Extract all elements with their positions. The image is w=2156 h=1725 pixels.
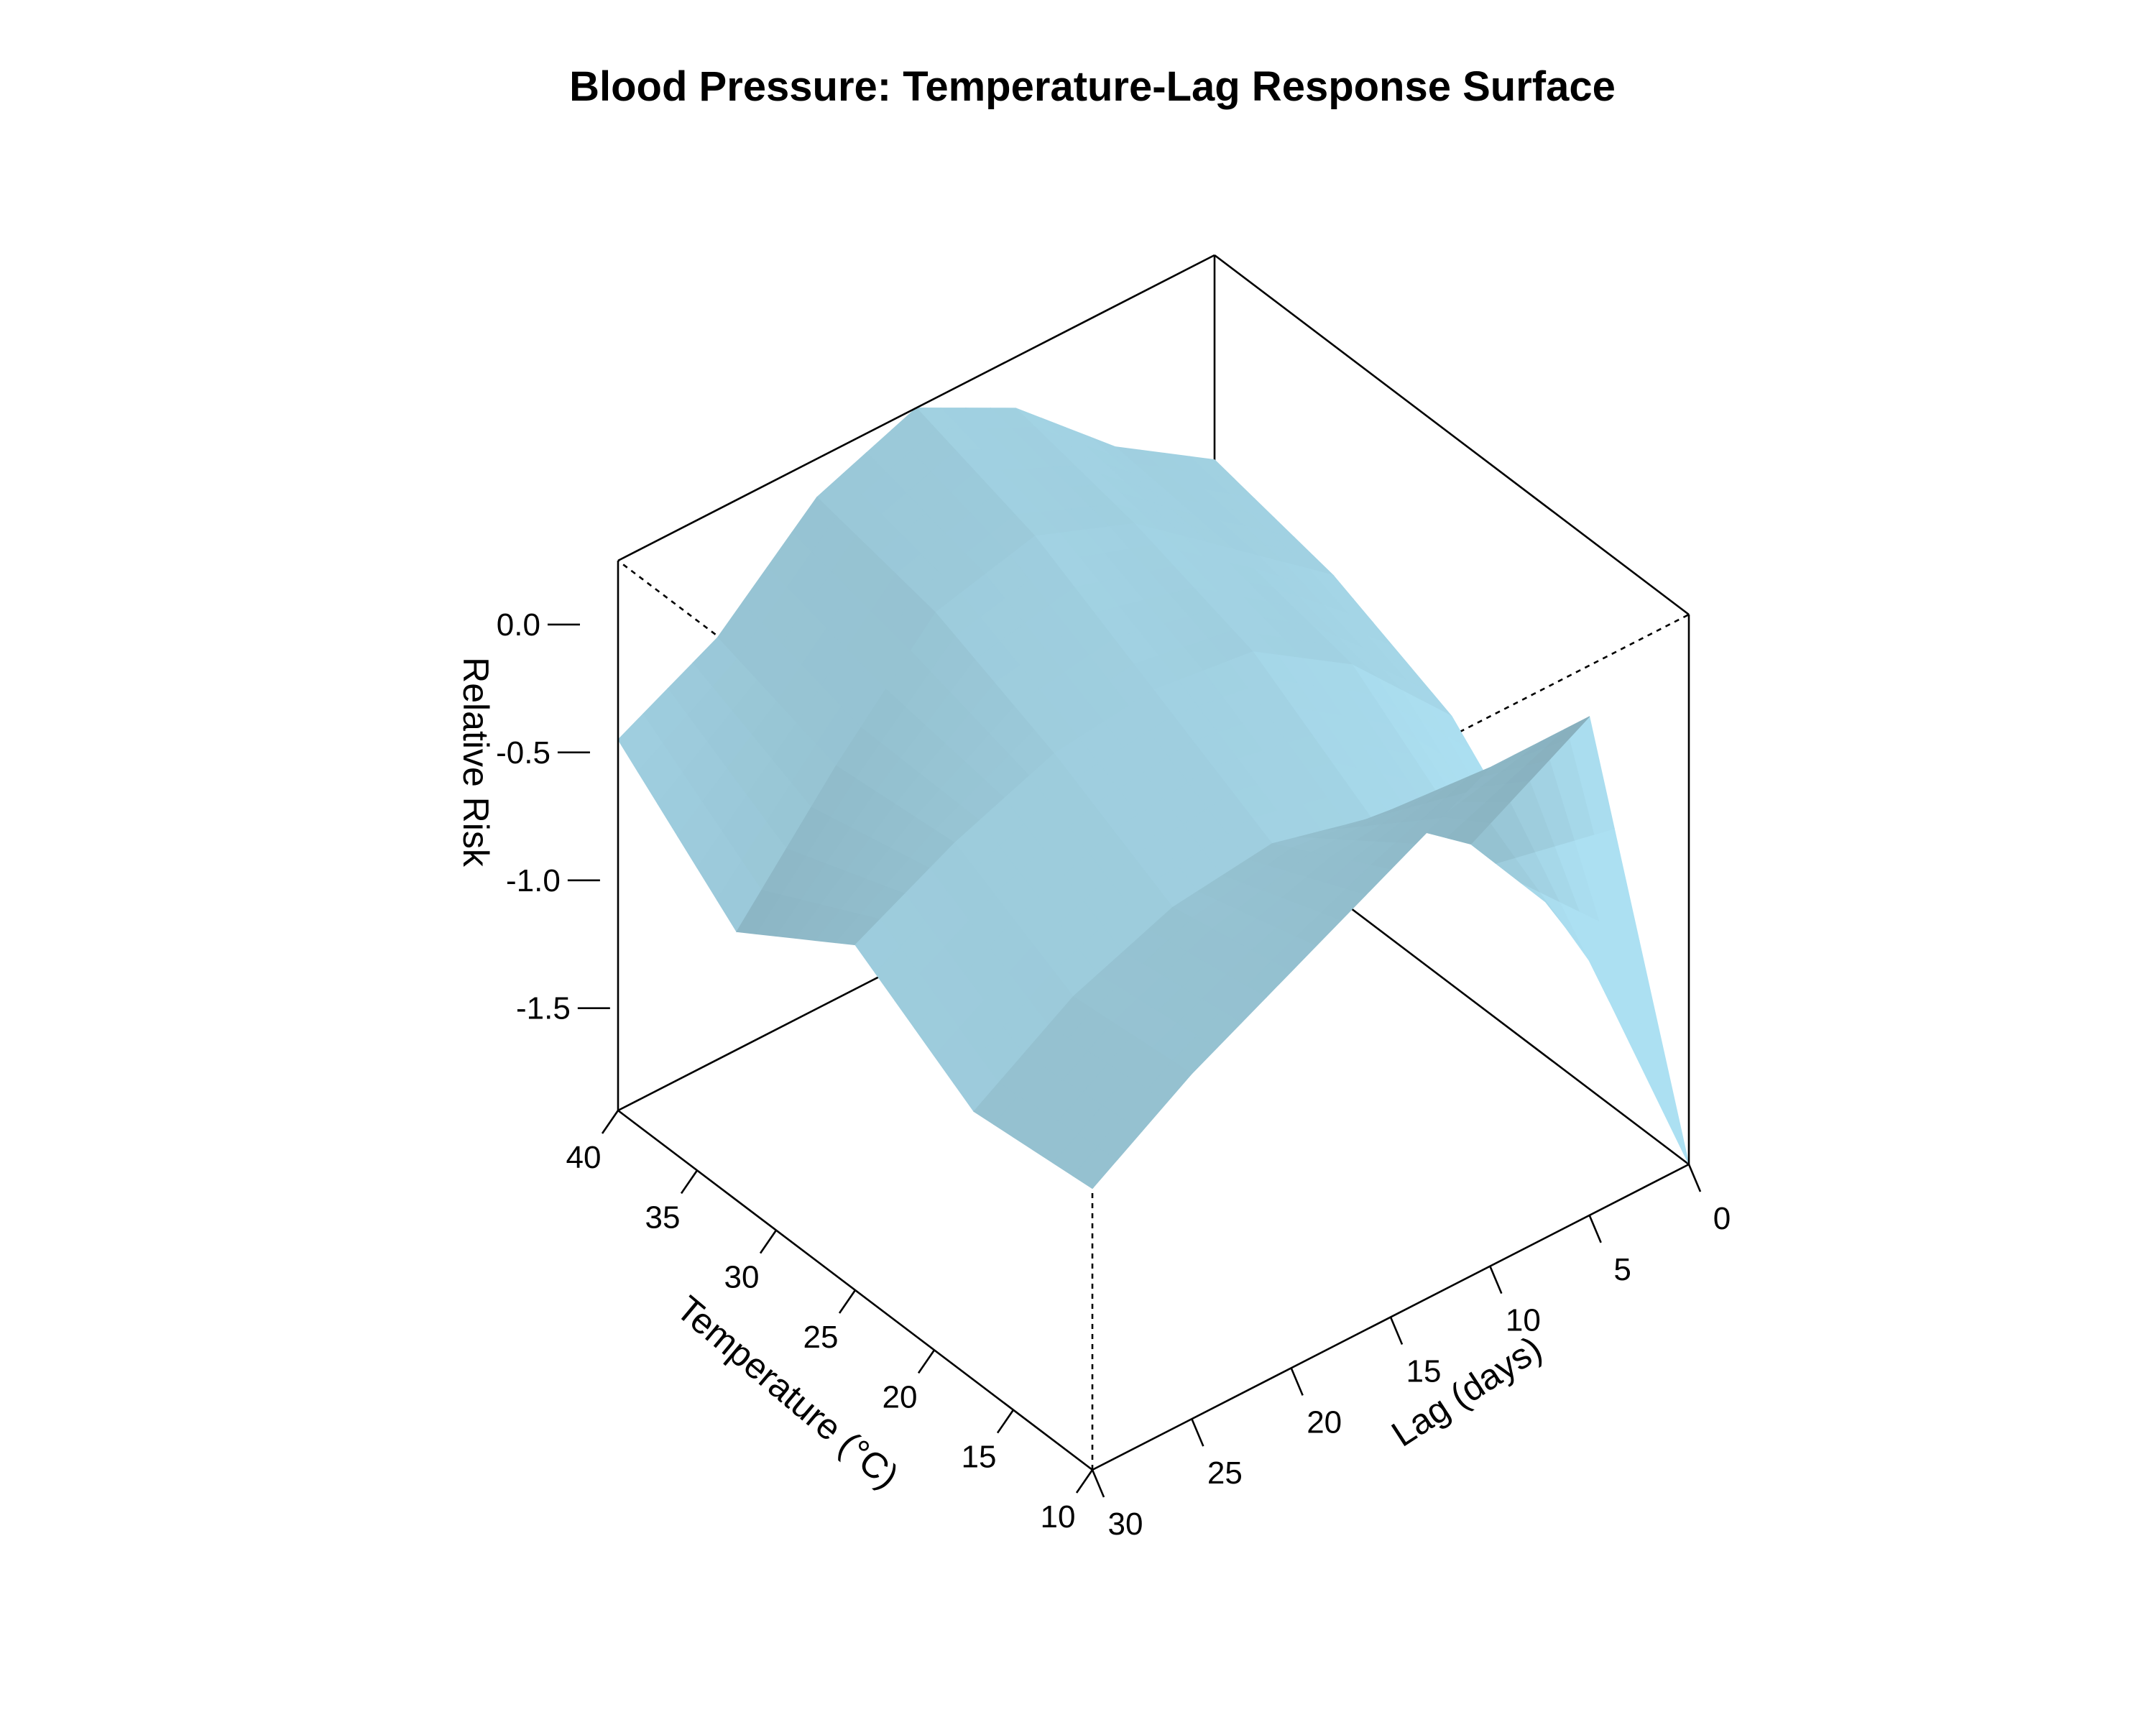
y-tick-label: 30 xyxy=(1108,1506,1143,1542)
z-tick-label: -0.5 xyxy=(496,735,550,770)
y-tick xyxy=(1687,1164,1702,1192)
z-tick-label: -1.0 xyxy=(506,863,561,898)
x-tick xyxy=(996,1409,1015,1434)
x-tick-label: 25 xyxy=(803,1320,839,1355)
y-tick xyxy=(1290,1367,1304,1396)
x-tick xyxy=(917,1349,936,1374)
y-tick-label: 25 xyxy=(1207,1455,1243,1491)
y-tick xyxy=(1588,1215,1602,1243)
y-tick-label: 15 xyxy=(1406,1354,1442,1389)
box-edge xyxy=(617,254,1215,562)
x-tick-label: 15 xyxy=(962,1440,997,1475)
x-axis-label: Temperature (°C) xyxy=(669,1288,906,1496)
x-tick-label: 10 xyxy=(1041,1499,1076,1535)
x-tick-label: 35 xyxy=(645,1200,681,1235)
y-tick xyxy=(1489,1266,1503,1294)
box-edge-hidden xyxy=(617,559,1093,921)
y-tick-label: 20 xyxy=(1307,1404,1342,1440)
y-tick-label: 5 xyxy=(1613,1252,1631,1287)
x-tick xyxy=(1075,1469,1094,1494)
z-tick-label: 0.0 xyxy=(497,607,540,643)
y-tick xyxy=(1091,1469,1105,1498)
chart-title: Blood Pressure: Temperature-Lag Response… xyxy=(569,63,1616,110)
response-surface xyxy=(617,407,1690,1190)
y-tick-label: 0 xyxy=(1713,1201,1731,1236)
y-tick xyxy=(1191,1418,1204,1447)
y-tick xyxy=(1389,1316,1404,1346)
x-tick xyxy=(680,1169,699,1195)
box-edge xyxy=(1214,254,1690,616)
y-axis-label: Lag (days) xyxy=(1384,1328,1549,1455)
x-tick xyxy=(759,1229,778,1254)
z-tick-label: -1.5 xyxy=(516,991,571,1026)
y-tick-label: 10 xyxy=(1506,1303,1541,1338)
x-tick-label: 30 xyxy=(724,1260,760,1295)
z-axis-label: Relative Risk xyxy=(456,657,496,868)
surface-facet xyxy=(1072,1146,1118,1190)
x-tick-label: 40 xyxy=(566,1140,602,1175)
axes: 10 15 20 25 30 35 40 0 5 10 15 20 25 30 0.0 -0.5 -1.0 -1.… xyxy=(496,607,1731,1542)
surface-facet xyxy=(1644,1027,1690,1165)
x-tick-label: 20 xyxy=(883,1379,918,1414)
x-tick xyxy=(838,1289,857,1314)
x-tick xyxy=(601,1110,619,1134)
